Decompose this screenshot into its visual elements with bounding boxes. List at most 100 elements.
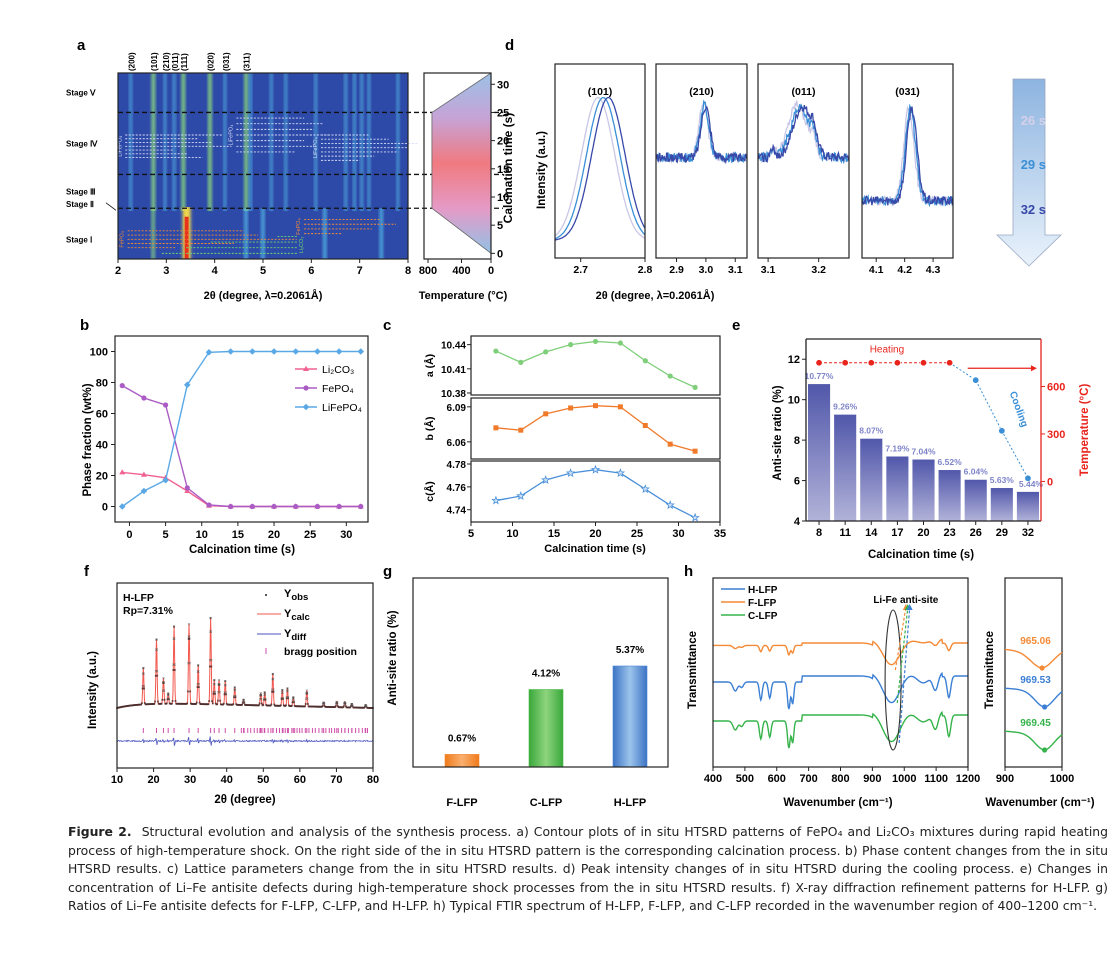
y-obs-marker: × xyxy=(234,688,237,694)
y-tick-label: 100 xyxy=(90,347,108,359)
x-tick-label: 600 xyxy=(768,773,786,785)
y-calc-line xyxy=(116,617,373,709)
y-obs-marker: × xyxy=(242,698,245,704)
y-obs-marker: × xyxy=(155,647,158,653)
data-point xyxy=(568,405,574,411)
arrow-label-32s: 32 s xyxy=(1021,202,1046,217)
x-tick-label: 32 xyxy=(1022,527,1034,539)
y-obs-point xyxy=(219,699,222,702)
data-point xyxy=(227,348,234,355)
arrow-head-icon xyxy=(1030,365,1037,372)
y-obs-point xyxy=(174,700,177,702)
y-obs-point xyxy=(292,696,295,699)
x-tick-label: 20 xyxy=(917,527,929,539)
x-tick-label: 2 xyxy=(115,265,121,277)
y-obs-point xyxy=(173,625,175,628)
data-point xyxy=(162,476,169,484)
bar-data-label: 4.12% xyxy=(532,669,560,680)
figure-caption: Figure 2. Structural evolution and analy… xyxy=(68,823,1108,916)
y-tick-label: 0 xyxy=(497,248,503,260)
y2-tick-label: 600 xyxy=(1047,381,1065,393)
panel-f-sample: H-LFP xyxy=(123,592,154,604)
y-obs-point xyxy=(281,689,284,691)
peak-series-29s xyxy=(758,103,849,165)
peak-series-32s xyxy=(758,104,849,163)
y-tick-label: 30 xyxy=(497,79,509,91)
data-point xyxy=(118,503,126,510)
hkl-label: (020) xyxy=(206,52,215,71)
arrow-head-icon xyxy=(906,604,913,610)
inset-series-line xyxy=(1004,730,1063,751)
phase-annotation-label: Li₂CO₃ xyxy=(299,236,305,253)
peak-series-32s xyxy=(555,96,645,241)
panel-letter-b: b xyxy=(80,317,89,334)
y-obs-point xyxy=(156,674,159,677)
y-obs-marker: × xyxy=(224,691,227,697)
y-obs-point xyxy=(264,698,267,701)
y-obs-point xyxy=(365,705,368,708)
data-point xyxy=(640,484,650,494)
inset-minimum-label: 965.06 xyxy=(1020,636,1051,647)
y-obs-marker: × xyxy=(364,704,367,710)
series-line xyxy=(495,405,696,452)
y-obs-marker: × xyxy=(281,688,284,694)
x-tick-label: 29 xyxy=(996,527,1008,539)
y-obs-marker: × xyxy=(234,694,237,700)
y-obs-marker: × xyxy=(212,682,215,688)
y-obs-marker: × xyxy=(344,701,347,707)
y-obs-marker: × xyxy=(196,682,199,688)
subplot-frame xyxy=(861,63,954,259)
y-obs-marker: × xyxy=(167,693,170,699)
y-obs-marker: × xyxy=(306,696,309,702)
y-obs-marker: × xyxy=(163,689,166,695)
contour-ridge-upper xyxy=(208,73,212,212)
panel-a-temp-ylabel: Calcination time (s) xyxy=(501,113,515,224)
y-obs-point xyxy=(334,705,337,708)
y-obs-marker: × xyxy=(292,695,295,701)
y-obs-point xyxy=(225,693,227,696)
data-point xyxy=(541,475,551,485)
temperature-point xyxy=(815,359,823,367)
y-obs-point xyxy=(153,703,156,705)
x-tick-label: 2.8 xyxy=(638,264,653,276)
y-obs-marker: × xyxy=(344,703,347,709)
y-obs-point xyxy=(189,690,192,693)
contour-ridge-upper xyxy=(284,73,287,212)
y-obs-point xyxy=(222,702,225,705)
x-category-label: F-LFP xyxy=(446,797,477,809)
y-obs-marker: × xyxy=(213,682,216,688)
subplot-frame xyxy=(470,397,721,460)
y-obs-marker: × xyxy=(143,684,146,690)
peak-series-26s xyxy=(555,96,645,239)
x-tick-label: 60 xyxy=(294,774,306,786)
y-obs-marker: × xyxy=(187,661,190,667)
temperature-frame xyxy=(423,72,492,260)
y-obs-marker: × xyxy=(335,700,338,706)
data-point xyxy=(667,441,673,447)
y-obs-point xyxy=(263,698,265,701)
y-tick-label: 6.06 xyxy=(447,438,467,449)
x-tick-label: 800 xyxy=(419,265,437,277)
y-obs-point xyxy=(208,665,211,668)
y-obs-marker: × xyxy=(322,700,325,706)
x-category-label: H-LFP xyxy=(614,797,646,809)
y-obs-point xyxy=(213,679,216,682)
y-obs-marker: × xyxy=(173,636,176,642)
y-tick-label: 5 xyxy=(497,220,503,232)
y-tick-label: 0 xyxy=(102,502,108,514)
cooling-arrow: 26 s 29 s 32 s xyxy=(996,78,1062,267)
subplot-frame xyxy=(757,63,850,259)
panel-d-ylabel: Intensity (a.u.) xyxy=(536,131,548,209)
panel-h-inset-xlabel: Wavenumber (cm⁻¹) xyxy=(985,797,1094,809)
legend-label: H-LFP xyxy=(748,585,778,596)
data-point xyxy=(358,503,364,510)
x-tick-label: 20 xyxy=(589,528,601,540)
ftir-series-line xyxy=(713,671,968,710)
y-obs-marker: × xyxy=(343,700,346,706)
y-obs-marker: × xyxy=(335,702,338,708)
data-point xyxy=(543,349,549,355)
y-tick-label: 10 xyxy=(788,395,800,407)
y-obs-point xyxy=(242,698,245,701)
y-obs-marker: × xyxy=(292,700,295,706)
hkl-label: (011) xyxy=(171,52,180,71)
